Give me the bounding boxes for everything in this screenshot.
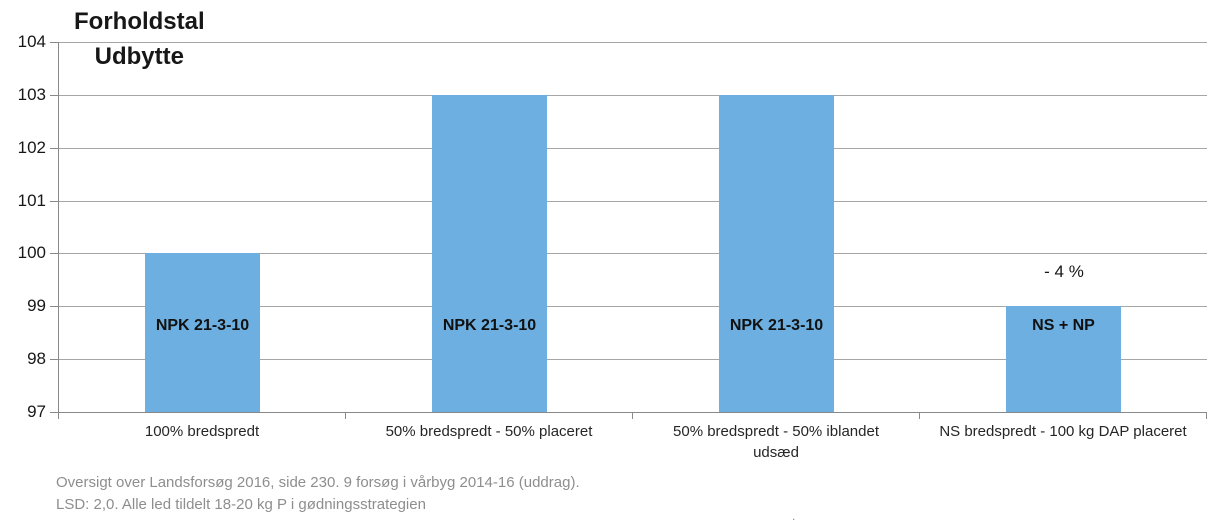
gridline-99 — [59, 306, 1207, 308]
gridline-100 — [59, 253, 1207, 255]
y-tick-101 — [50, 200, 58, 202]
gridline-98 — [59, 359, 1207, 361]
x-tick-2 — [632, 413, 633, 419]
y-tick-label-99: 99 — [27, 296, 46, 316]
bar-1: NPK 21-3-10 — [145, 253, 260, 412]
bar-4: NS + NP — [1006, 306, 1121, 412]
y-tick-97 — [50, 412, 58, 413]
gridline-101 — [59, 200, 1207, 202]
category-label-4: NS bredspredt - 100 kg DAP placeret — [939, 423, 1187, 440]
x-tick-4 — [1206, 413, 1207, 419]
plot-area: NPK 21-3-10 NPK 21-3-10 NPK 21-3-10 NS + NP… — [58, 42, 1207, 413]
chart-title: Forholdstal Udbytte — [74, 4, 205, 74]
y-tick-98 — [50, 359, 58, 361]
category-label-3: 50% bredspredt - 50% iblandet udsæd — [673, 423, 879, 461]
gridline-103 — [59, 94, 1207, 96]
bar-label-4: NS + NP — [1032, 317, 1095, 334]
y-tick-103 — [50, 94, 58, 96]
stray-dot: . — [792, 509, 796, 523]
chart-footnote: Oversigt over Landsforsøg 2016, side 230… — [56, 472, 580, 516]
category-label-2: 50% bredspredt - 50% placeret — [385, 423, 593, 440]
y-tick-100 — [50, 253, 58, 255]
chart-title-line1: Forholdstal — [74, 8, 205, 35]
x-tick-0 — [58, 413, 59, 419]
annotation-1: - 4 % — [1044, 262, 1084, 281]
y-tick-label-103: 103 — [17, 84, 46, 104]
bar-3: NPK 21-3-10 — [719, 95, 834, 412]
y-tick-label-97: 97 — [27, 402, 46, 421]
x-tick-3 — [919, 413, 920, 419]
gridline-102 — [59, 147, 1207, 149]
gridline-104 — [59, 42, 1207, 43]
footnote-line2: LSD: 2,0. Alle led tildelt 18-20 kg P i … — [56, 496, 426, 513]
y-tick-99 — [50, 306, 58, 308]
y-tick-label-100: 100 — [17, 243, 46, 263]
bar-label-3: NPK 21-3-10 — [729, 317, 824, 334]
chart-title-line2: Udbytte — [94, 43, 184, 70]
y-tick-label-104: 104 — [17, 32, 46, 51]
y-tick-104 — [50, 42, 58, 43]
x-tick-1 — [345, 413, 346, 419]
y-tick-label-101: 101 — [17, 190, 46, 210]
bar-label-2: NPK 21-3-10 — [442, 317, 537, 334]
footnote-line1: Oversigt over Landsforsøg 2016, side 230… — [56, 474, 580, 491]
bar-label-1: NPK 21-3-10 — [155, 317, 250, 334]
category-label-1: 100% bredspredt — [144, 423, 260, 440]
y-tick-label-98: 98 — [27, 349, 46, 369]
bar-2: NPK 21-3-10 — [432, 95, 547, 412]
y-tick-label-102: 102 — [17, 137, 46, 157]
y-tick-102 — [50, 147, 58, 149]
